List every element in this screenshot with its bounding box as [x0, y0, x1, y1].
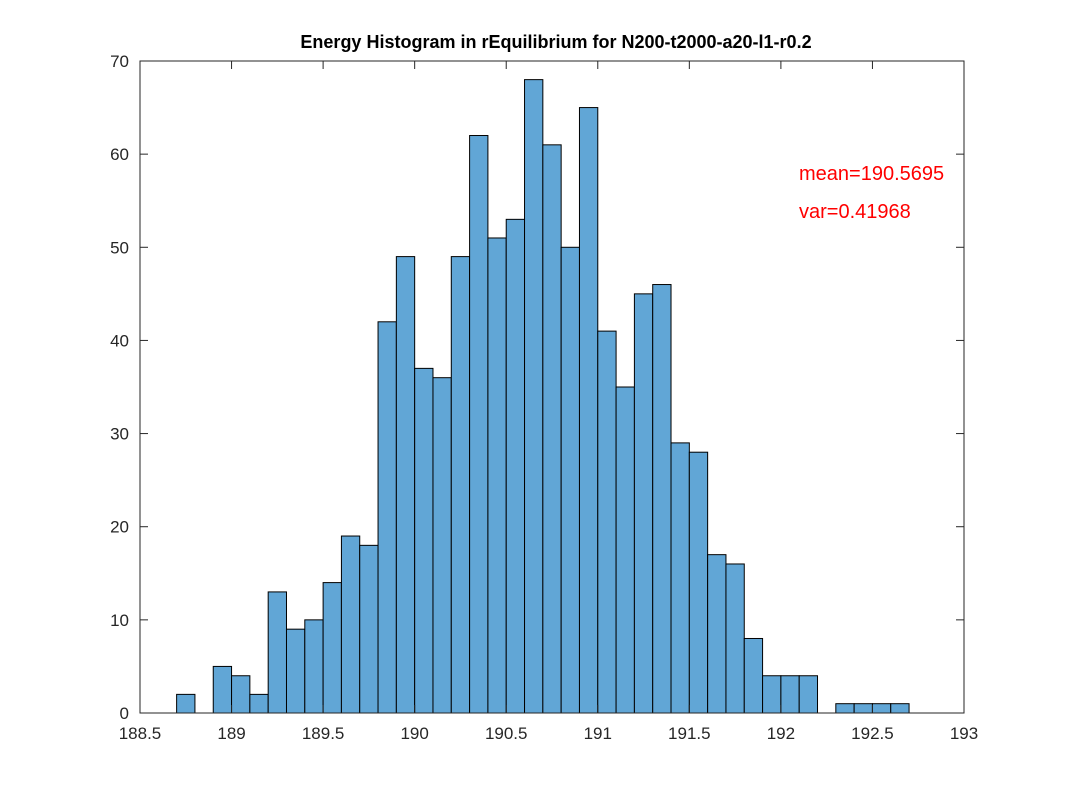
histogram-bar	[469, 135, 489, 714]
mean-annotation: mean=190.5695	[799, 163, 944, 185]
x-tick-label: 190.5	[485, 724, 528, 743]
y-tick-label: 40	[110, 331, 129, 350]
x-tick-label: 188.5	[119, 724, 162, 743]
histogram-bar	[725, 563, 745, 714]
bars-group	[176, 79, 910, 714]
histogram-bar	[578, 107, 599, 714]
x-tick-label: 192	[767, 724, 795, 743]
histogram-bar	[395, 256, 416, 714]
y-tick-label: 50	[110, 238, 129, 257]
histogram-bar	[340, 535, 361, 714]
y-tick-label: 10	[110, 611, 129, 630]
y-tick-label: 20	[110, 518, 129, 537]
histogram-bar	[524, 79, 544, 714]
histogram-bar	[615, 386, 635, 714]
axes-box	[139, 60, 965, 714]
x-tick-label: 191.5	[668, 724, 711, 743]
y-tick-label: 30	[110, 425, 129, 444]
x-tick-label: 189.5	[302, 724, 345, 743]
histogram-bar	[505, 218, 526, 714]
histogram-bar	[542, 144, 562, 714]
histogram-bar	[652, 284, 672, 714]
histogram-bar	[212, 665, 233, 714]
histogram-bar	[597, 330, 617, 714]
histogram-bar	[450, 256, 471, 714]
x-tick-label: 189	[217, 724, 245, 743]
histogram-bar	[414, 367, 434, 714]
histogram-bar	[743, 637, 764, 714]
histogram-bar	[267, 591, 287, 714]
y-tick-label: 70	[110, 52, 129, 71]
histogram-bar	[304, 619, 324, 714]
histogram-bar	[487, 237, 507, 714]
histogram-bar	[670, 442, 690, 714]
chart-title: Energy Histogram in rEquilibrium for N20…	[300, 32, 811, 52]
ticks-group: 188.5 189 189.5 190 190.5 191 191.5 192 192.5 193…	[110, 52, 978, 743]
histogram-bar	[322, 582, 342, 714]
histogram-bar	[285, 628, 306, 714]
histogram-bar	[249, 693, 269, 714]
histogram-bar	[359, 544, 379, 714]
histogram-bar	[707, 554, 727, 714]
x-tick-label: 190	[400, 724, 428, 743]
histogram-bar	[762, 675, 782, 714]
x-tick-label: 192.5	[851, 724, 894, 743]
histogram-bar	[835, 703, 855, 714]
y-tick-label: 60	[110, 145, 129, 164]
histogram-bar	[890, 703, 910, 714]
histogram-bar	[231, 675, 251, 714]
histogram-bar	[871, 703, 892, 714]
y-tick-label: 0	[120, 704, 129, 723]
x-tick-label: 191	[584, 724, 612, 743]
histogram-bar	[432, 377, 452, 714]
histogram-bar	[176, 693, 196, 714]
histogram-bar	[560, 246, 580, 714]
histogram-bar	[688, 451, 709, 714]
histogram-bar	[780, 675, 800, 714]
histogram-bar	[377, 321, 397, 714]
histogram-bar	[633, 293, 654, 714]
x-tick-label: 193	[950, 724, 978, 743]
histogram-bar	[853, 703, 873, 714]
variance-annotation: var=0.41968	[799, 201, 911, 223]
histogram-bar	[798, 675, 819, 714]
